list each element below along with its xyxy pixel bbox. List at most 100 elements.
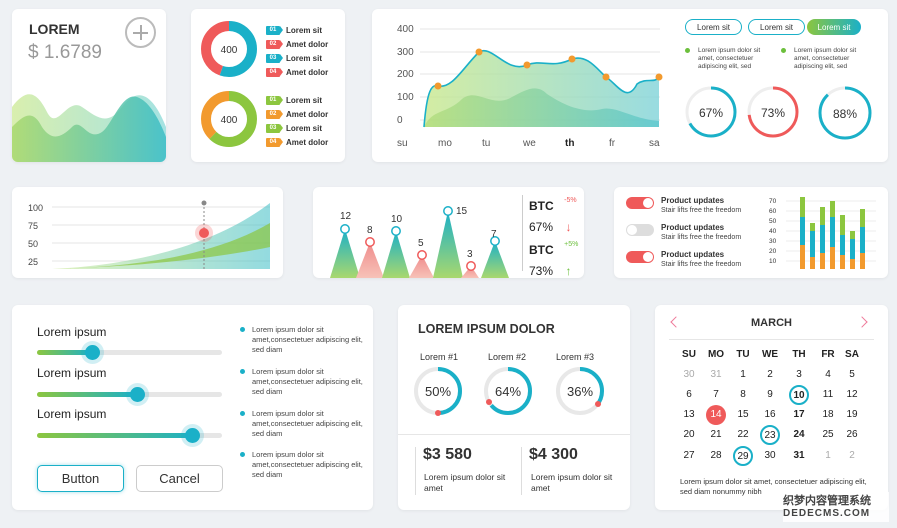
calendar-header-divider: [669, 339, 874, 340]
calendar-day[interactable]: 22: [737, 429, 749, 440]
calendar-day[interactable]: 14: [706, 405, 726, 425]
calendar-day[interactable]: 24: [793, 429, 805, 440]
calendar-day[interactable]: 25: [822, 429, 834, 440]
calendar-day[interactable]: 10: [789, 385, 809, 405]
primary-button[interactable]: Button: [37, 465, 124, 492]
slider-thumb[interactable]: [185, 428, 200, 443]
slider-track-2[interactable]: [37, 387, 222, 402]
calendar-card: MARCH SU MO TU WE TH FR SA 30 31 1 2 3 4 5 6 7 8 9 10 11 12 1…: [655, 305, 888, 510]
balance-title: LOREM: [29, 21, 80, 37]
calendar-day[interactable]: 19: [846, 409, 858, 420]
pill-button-1[interactable]: Lorem sit: [685, 19, 742, 35]
peak-label: 3: [467, 249, 473, 260]
calendar-day[interactable]: 8: [740, 389, 746, 400]
ring-label: Lorem #2: [488, 352, 527, 362]
slider-thumb[interactable]: [85, 345, 100, 360]
calendar-day[interactable]: 6: [686, 389, 692, 400]
weekday-label: MO: [707, 349, 725, 360]
calendar-day[interactable]: 11: [822, 389, 834, 400]
x-label: tu: [482, 138, 490, 149]
calendar-day[interactable]: 30: [683, 369, 695, 380]
legend-item: 02 Amet dolor: [266, 37, 328, 51]
calendar-day[interactable]: 16: [764, 409, 776, 420]
y-tick: 100: [28, 203, 43, 213]
calendar-day[interactable]: 20: [683, 429, 695, 440]
calendar-day[interactable]: 27: [683, 450, 695, 461]
peak-label: 8: [367, 225, 373, 236]
calendar-day[interactable]: 1: [740, 369, 746, 380]
slider-label: Lorem ipsum: [37, 407, 107, 421]
y-tick: 100: [397, 92, 414, 103]
calendar-month: MARCH: [751, 317, 792, 329]
analytics-card: 400 300 200 100 0 su mo tu we th fr sa L…: [372, 9, 888, 162]
total-2-bar: [521, 447, 522, 495]
updates-card: Product updates Stair lifts free the fre…: [614, 187, 888, 278]
gauge-3: 88%: [818, 86, 872, 140]
area-chart: 400 300 200 100 0 su mo tu we th fr sa: [397, 24, 663, 149]
calendar-day[interactable]: 23: [760, 425, 780, 445]
total-1-bar: [415, 447, 416, 495]
toggle-switch-3[interactable]: [626, 251, 654, 263]
btc-name: BTC: [529, 243, 554, 257]
peak-label: 15: [456, 206, 468, 217]
slider-track-1[interactable]: [37, 345, 222, 360]
calendar-day[interactable]: 2: [849, 450, 855, 461]
btc-item-1: BTC -5% 67% ↓: [529, 197, 577, 236]
calendar-day[interactable]: 2: [767, 369, 773, 380]
calendar-day[interactable]: 30: [764, 450, 776, 461]
calendar-day[interactable]: 3: [796, 369, 802, 380]
calendar-day[interactable]: 21: [710, 429, 722, 440]
calendar-day[interactable]: 4: [825, 369, 831, 380]
pill-button-2[interactable]: Lorem sit: [748, 19, 805, 35]
donut-2-legend: 01 Lorem sit 02 Amet dolor 03 Lorem sit 04 A…: [266, 93, 328, 149]
svg-text:50: 50: [769, 218, 777, 225]
calendar-day[interactable]: 12: [846, 389, 858, 400]
x-label: sa: [649, 138, 660, 149]
calendar-day[interactable]: 28: [710, 450, 722, 461]
calendar-day[interactable]: 9: [767, 389, 773, 400]
calendar-day[interactable]: 13: [683, 409, 695, 420]
calendar-day[interactable]: 17: [793, 409, 805, 420]
stats-divider: [398, 434, 630, 435]
peak-label: 10: [391, 214, 403, 225]
pill-button-3[interactable]: Lorem sit: [807, 19, 861, 35]
calendar-day[interactable]: 7: [713, 389, 719, 400]
calendar-day[interactable]: 26: [846, 429, 858, 440]
stats-title: LOREM IPSUM DOLOR: [418, 322, 555, 336]
peak-label: 7: [491, 229, 497, 240]
calendar-day[interactable]: 31: [710, 369, 722, 380]
peaks-card: 12 8 10 5 15 3 7 BTC -5% 67% ↓ BTC +5% 7…: [313, 187, 584, 278]
btc-name: BTC: [529, 199, 554, 213]
donut-1-center: 400: [221, 45, 238, 56]
stacked-bar-chart: 70 60 50 40 30 20 10: [769, 197, 876, 269]
btc-value: 73%: [529, 264, 554, 278]
svg-text:10: 10: [769, 258, 777, 265]
calendar-day[interactable]: 31: [793, 450, 805, 461]
btc-change: -5%: [564, 197, 577, 204]
next-month-button[interactable]: [856, 315, 872, 329]
legend-item: 04 Amet dolor: [266, 65, 328, 79]
svg-text:36%: 36%: [567, 384, 593, 399]
calendar-day[interactable]: 1: [825, 450, 831, 461]
toggle-switch-2[interactable]: [626, 224, 654, 236]
total-desc: Lorem ipsum dolor sit amet: [531, 472, 613, 493]
calendar-day[interactable]: 29: [733, 446, 753, 466]
legend-item: 01 Lorem sit: [266, 93, 328, 107]
add-button[interactable]: [125, 17, 156, 48]
slider-thumb[interactable]: [130, 387, 145, 402]
slider-label: Lorem ipsum: [37, 325, 107, 339]
bullet-text: Lorem ipsum dolor sit amet,consectetuer …: [240, 325, 365, 355]
weekday-label: FR: [821, 349, 835, 360]
svg-text:30: 30: [769, 238, 777, 245]
arrow-up-icon: ↑: [565, 264, 572, 278]
calendar-day[interactable]: 5: [849, 369, 855, 380]
toggle-switch-1[interactable]: [626, 197, 654, 209]
progress-ring-3: 36%: [556, 367, 604, 415]
calendar-day[interactable]: 18: [822, 409, 834, 420]
bullet-dot: [240, 411, 245, 416]
cancel-button[interactable]: Cancel: [136, 465, 223, 492]
slider-track-3[interactable]: [37, 428, 222, 443]
calendar-day[interactable]: 15: [737, 409, 749, 420]
progress-ring-1: 50%: [414, 367, 462, 416]
bullet-dot: [685, 48, 690, 53]
